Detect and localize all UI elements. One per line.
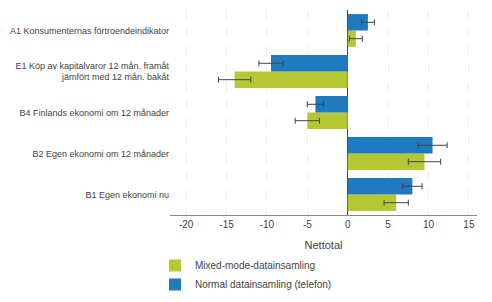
svg-text:B4 Finlands ekonomi om 12 måna: B4 Finlands ekonomi om 12 månader [19,108,169,118]
svg-text:B1 Egen ekonomi nu: B1 Egen ekonomi nu [85,190,169,200]
svg-text:E1 Köp av kapitalvaror 12 mån.: E1 Köp av kapitalvaror 12 mån. framåtjäm… [15,61,169,83]
svg-text:-10: -10 [260,219,275,230]
svg-text:Mixed-mode-datainsamling: Mixed-mode-datainsamling [195,260,315,271]
svg-text:Nettotal: Nettotal [305,239,343,251]
svg-text:15: 15 [463,219,475,230]
svg-text:B2 Egen ekonomi om 12 månader: B2 Egen ekonomi om 12 månader [32,149,169,159]
svg-text:-5: -5 [303,219,312,230]
svg-text:A1 Konsumenternas förtroendein: A1 Konsumenternas förtroendeindikator [10,26,169,36]
svg-text:5: 5 [385,219,391,230]
svg-text:-15: -15 [219,219,234,230]
svg-text:-20: -20 [179,219,194,230]
svg-text:Normal datainsamling (telefon): Normal datainsamling (telefon) [195,279,331,290]
svg-text:10: 10 [423,219,435,230]
svg-text:0: 0 [345,219,351,230]
